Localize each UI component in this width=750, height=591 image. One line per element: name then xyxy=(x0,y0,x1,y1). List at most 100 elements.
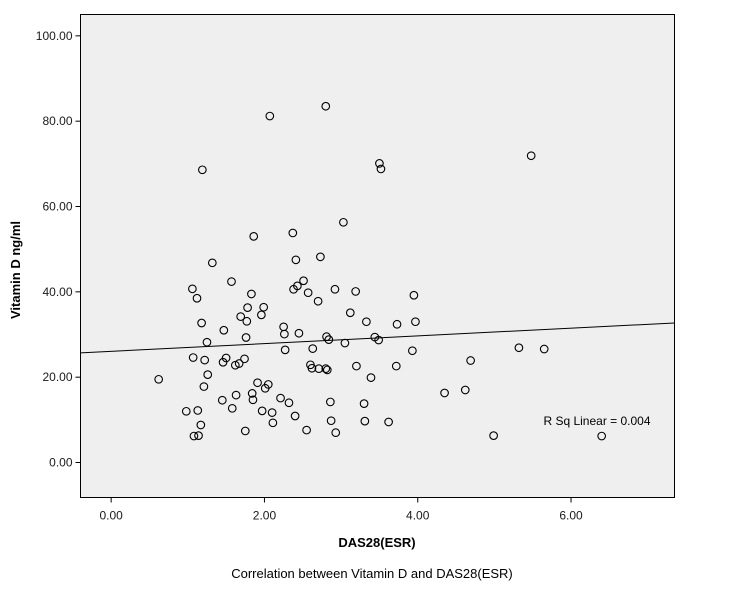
data-point xyxy=(199,382,209,391)
x-tick-label: 6.00 xyxy=(559,509,583,523)
data-point xyxy=(345,308,355,318)
data-point xyxy=(330,284,340,294)
data-point xyxy=(197,318,206,328)
data-point xyxy=(249,232,259,241)
data-point xyxy=(291,255,301,265)
data-point xyxy=(259,302,269,312)
data-point xyxy=(189,431,199,441)
data-point xyxy=(384,417,393,427)
y-tick-label: 60.00 xyxy=(42,200,72,214)
data-point xyxy=(200,355,210,365)
data-point xyxy=(188,284,197,294)
data-point xyxy=(324,335,334,344)
data-point xyxy=(234,359,244,368)
data-point xyxy=(411,317,420,327)
data-point xyxy=(351,287,361,296)
data-point xyxy=(539,344,549,354)
data-point xyxy=(280,329,289,339)
data-point xyxy=(597,431,607,441)
data-point xyxy=(466,356,475,365)
data-point xyxy=(196,420,206,430)
data-point xyxy=(241,333,251,342)
data-point xyxy=(203,370,213,379)
fit-line-layer xyxy=(80,322,675,354)
data-point xyxy=(308,344,318,353)
data-point xyxy=(240,354,249,364)
x-axis-ticks: 0.00 2.00 4.00 6.00 xyxy=(99,497,583,523)
data-point xyxy=(440,388,449,398)
data-point xyxy=(263,380,273,389)
data-point xyxy=(331,428,341,437)
data-point xyxy=(207,258,217,268)
data-point xyxy=(362,317,371,327)
data-point xyxy=(194,431,203,440)
data-point xyxy=(219,325,229,335)
data-point xyxy=(322,332,331,341)
data-point xyxy=(316,252,325,262)
regression-line xyxy=(80,322,675,354)
y-axis-ticks: 0.00 20.00 40.00 60.00 80.00 100.00 xyxy=(36,29,81,470)
data-point xyxy=(294,328,304,338)
data-point xyxy=(321,101,331,111)
data-point xyxy=(408,346,417,356)
data-point xyxy=(391,361,401,371)
data-point xyxy=(376,164,386,174)
data-point xyxy=(314,364,324,373)
data-point xyxy=(340,338,350,348)
data-point xyxy=(303,288,313,298)
data-point xyxy=(322,365,332,375)
data-point xyxy=(193,406,203,415)
data-point xyxy=(230,360,240,370)
data-point xyxy=(375,159,384,168)
x-tick-label: 0.00 xyxy=(99,509,123,523)
data-point xyxy=(202,337,212,347)
data-point xyxy=(366,373,376,382)
data-point xyxy=(321,364,331,373)
data-point xyxy=(360,416,370,426)
data-point xyxy=(409,290,419,300)
data-point xyxy=(359,399,369,408)
data-point xyxy=(181,406,191,416)
data-point xyxy=(247,389,257,398)
data-point xyxy=(514,343,524,353)
data-point xyxy=(392,319,402,329)
data-point xyxy=(284,398,294,408)
data-point xyxy=(240,426,250,436)
r-squared-annotation: R Sq Linear = 0.004 xyxy=(543,414,650,428)
data-point xyxy=(307,363,317,373)
data-point xyxy=(267,408,277,417)
data-point xyxy=(290,411,300,421)
data-point xyxy=(265,111,275,121)
data-point xyxy=(243,303,252,312)
x-tick-label: 2.00 xyxy=(253,509,277,523)
data-point xyxy=(253,378,262,388)
data-point xyxy=(257,310,266,320)
y-tick-label: 20.00 xyxy=(42,370,72,384)
data-point xyxy=(326,397,335,407)
y-tick-label: 0.00 xyxy=(49,456,73,470)
y-axis-title: Vitamin D ng/ml xyxy=(8,221,23,319)
x-tick-label: 4.00 xyxy=(406,509,430,523)
data-point xyxy=(257,406,267,416)
data-point xyxy=(227,403,237,413)
data-point xyxy=(248,395,258,405)
data-point xyxy=(231,390,241,400)
data-point xyxy=(198,165,207,175)
data-point xyxy=(339,217,348,227)
data-point xyxy=(268,418,278,428)
data-point xyxy=(242,316,252,326)
plot-area xyxy=(80,14,675,498)
data-point xyxy=(288,228,298,238)
data-point xyxy=(526,151,536,161)
figure-caption: Correlation between Vitamin D and DAS28(… xyxy=(231,566,513,581)
data-point xyxy=(489,431,498,440)
data-point xyxy=(326,416,336,426)
data-point xyxy=(192,293,202,303)
data-point xyxy=(293,281,302,291)
data-point xyxy=(374,335,383,345)
data-point xyxy=(299,276,308,286)
data-point xyxy=(302,425,311,435)
data-point xyxy=(217,395,227,405)
data-point xyxy=(460,385,470,395)
